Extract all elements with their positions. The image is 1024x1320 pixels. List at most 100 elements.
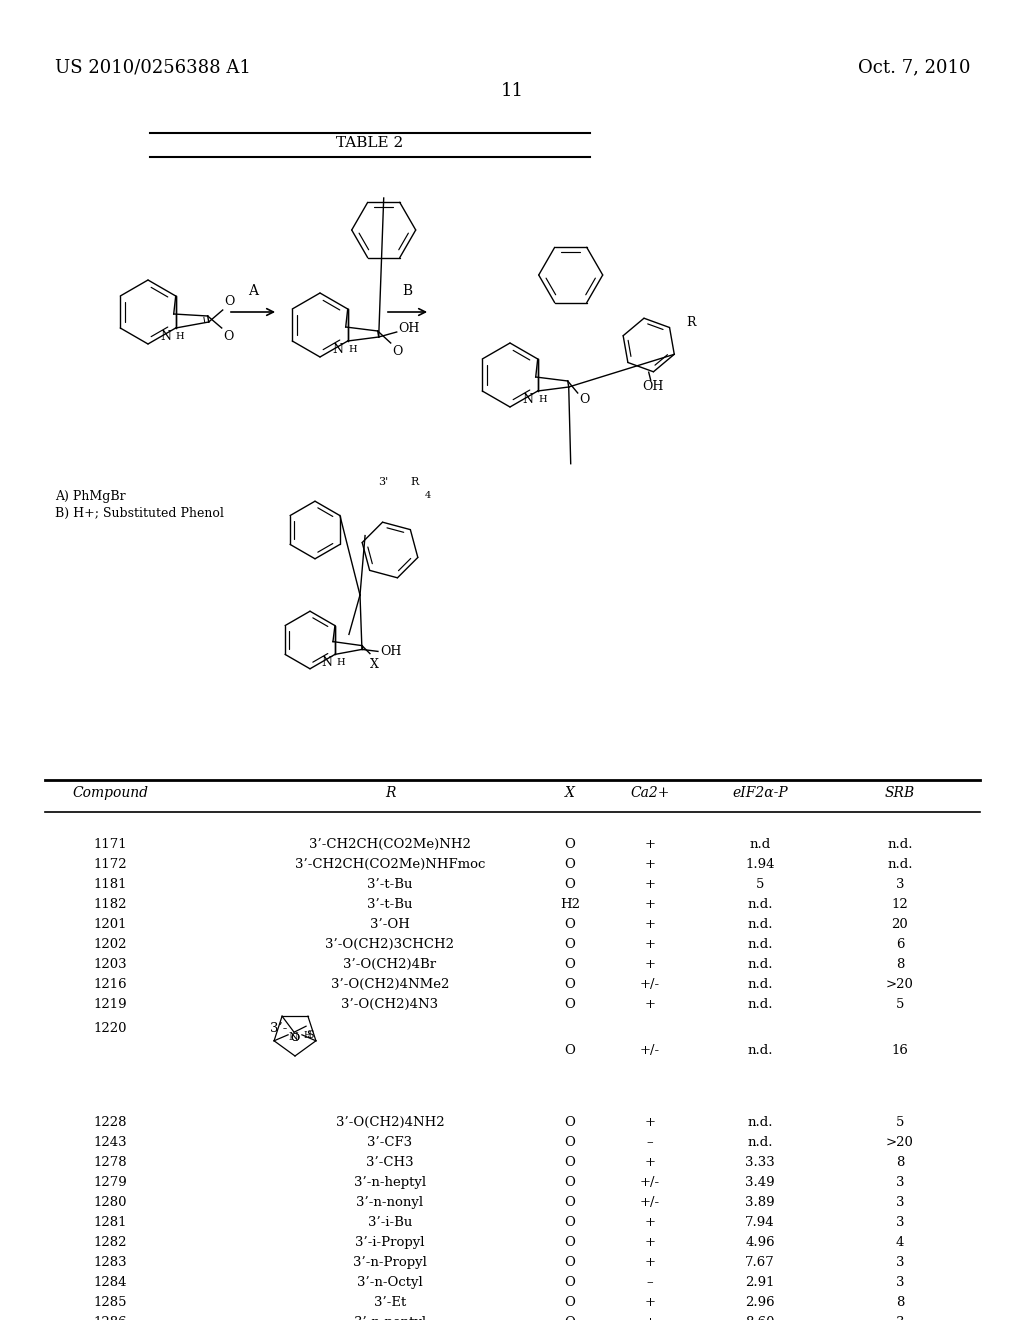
- Text: H: H: [539, 395, 547, 404]
- Text: O: O: [564, 1196, 575, 1209]
- Text: 3: 3: [896, 878, 904, 891]
- Text: 1228: 1228: [93, 1115, 127, 1129]
- Text: n.d.: n.d.: [748, 939, 773, 950]
- Text: X: X: [370, 657, 379, 671]
- Text: 3’-: 3’-: [270, 1022, 288, 1035]
- Text: US 2010/0256388 A1: US 2010/0256388 A1: [55, 58, 251, 77]
- Text: N: N: [522, 393, 534, 407]
- Text: O: O: [564, 998, 575, 1011]
- Text: B) H+; Substituted Phenol: B) H+; Substituted Phenol: [55, 507, 224, 520]
- Text: 1280: 1280: [93, 1196, 127, 1209]
- Text: 20: 20: [892, 917, 908, 931]
- Text: 1286: 1286: [93, 1316, 127, 1320]
- Text: N: N: [160, 330, 171, 343]
- Text: 4: 4: [896, 1236, 904, 1249]
- Text: +: +: [644, 858, 655, 871]
- Text: O: O: [564, 858, 575, 871]
- Text: 3: 3: [896, 1316, 904, 1320]
- Text: 3’-CH2CH(CO2Me)NHFmoc: 3’-CH2CH(CO2Me)NHFmoc: [295, 858, 485, 871]
- Text: 1172: 1172: [93, 858, 127, 871]
- Text: +: +: [644, 917, 655, 931]
- Text: 1182: 1182: [93, 898, 127, 911]
- Text: n.d.: n.d.: [748, 978, 773, 991]
- Text: 3’-O(CH2)4N3: 3’-O(CH2)4N3: [341, 998, 438, 1011]
- Text: O: O: [564, 939, 575, 950]
- Text: 1284: 1284: [93, 1276, 127, 1290]
- Text: OH: OH: [642, 380, 664, 393]
- Text: A: A: [248, 284, 258, 298]
- Text: H: H: [303, 1031, 311, 1040]
- Text: O: O: [580, 393, 590, 407]
- Text: 1243: 1243: [93, 1137, 127, 1148]
- Text: O: O: [564, 978, 575, 991]
- Text: O: O: [393, 345, 403, 358]
- Text: 3’-O(CH2)4NMe2: 3’-O(CH2)4NMe2: [331, 978, 450, 991]
- Text: 3’-n-heptyl: 3’-n-heptyl: [354, 1176, 426, 1189]
- Text: 3': 3': [378, 477, 388, 487]
- Text: 12: 12: [892, 898, 908, 911]
- Text: n.d.: n.d.: [887, 838, 912, 851]
- Text: 1282: 1282: [93, 1236, 127, 1249]
- Text: 3: 3: [896, 1176, 904, 1189]
- Text: +: +: [644, 1296, 655, 1309]
- Text: 6: 6: [896, 939, 904, 950]
- Text: 16: 16: [892, 1044, 908, 1057]
- Text: +/-: +/-: [640, 1044, 660, 1057]
- Text: 3’-Et: 3’-Et: [374, 1296, 407, 1309]
- Text: 3: 3: [896, 1257, 904, 1269]
- Text: +: +: [644, 898, 655, 911]
- Text: H: H: [348, 345, 357, 354]
- Text: 3’-n-pentyl: 3’-n-pentyl: [354, 1316, 426, 1320]
- Text: +: +: [644, 998, 655, 1011]
- Text: +: +: [644, 1156, 655, 1170]
- Text: OH: OH: [380, 645, 401, 657]
- Text: +: +: [644, 939, 655, 950]
- Text: n.d.: n.d.: [748, 1044, 773, 1057]
- Text: +: +: [644, 1115, 655, 1129]
- Text: O: O: [564, 1236, 575, 1249]
- Text: n.d.: n.d.: [748, 998, 773, 1011]
- Text: 1171: 1171: [93, 838, 127, 851]
- Text: 1283: 1283: [93, 1257, 127, 1269]
- Text: 3.89: 3.89: [745, 1196, 775, 1209]
- Text: eIF2α-P: eIF2α-P: [732, 785, 787, 800]
- Text: 3’-CH3: 3’-CH3: [367, 1156, 414, 1170]
- Text: 8.60: 8.60: [745, 1316, 775, 1320]
- Text: SRB: SRB: [885, 785, 915, 800]
- Text: 8: 8: [896, 958, 904, 972]
- Text: O: O: [564, 1044, 575, 1057]
- Text: +: +: [644, 1316, 655, 1320]
- Text: n.d: n.d: [750, 838, 771, 851]
- Text: S: S: [306, 1030, 313, 1040]
- Text: +: +: [644, 1236, 655, 1249]
- Text: 11: 11: [501, 82, 523, 100]
- Text: 1281: 1281: [93, 1216, 127, 1229]
- Text: –: –: [647, 1276, 653, 1290]
- Text: H2: H2: [560, 898, 580, 911]
- Text: A) PhMgBr: A) PhMgBr: [55, 490, 126, 503]
- Text: 3.33: 3.33: [745, 1156, 775, 1170]
- Text: 3’-O(CH2)4Br: 3’-O(CH2)4Br: [343, 958, 436, 972]
- Text: O: O: [290, 1032, 299, 1043]
- Text: >20: >20: [886, 978, 914, 991]
- Text: 1203: 1203: [93, 958, 127, 972]
- Text: O: O: [564, 1176, 575, 1189]
- Text: 7.67: 7.67: [745, 1257, 775, 1269]
- Text: –: –: [647, 1137, 653, 1148]
- Text: +: +: [644, 878, 655, 891]
- Text: 8: 8: [896, 1156, 904, 1170]
- Text: 3: 3: [896, 1196, 904, 1209]
- Text: 3’-i-Bu: 3’-i-Bu: [368, 1216, 413, 1229]
- Text: +/-: +/-: [640, 1176, 660, 1189]
- Text: 1220: 1220: [93, 1022, 127, 1035]
- Text: +/-: +/-: [640, 1196, 660, 1209]
- Text: n.d.: n.d.: [748, 958, 773, 972]
- Text: O: O: [291, 1032, 300, 1043]
- Text: 1202: 1202: [93, 939, 127, 950]
- Text: N: N: [332, 343, 343, 356]
- Text: 1201: 1201: [93, 917, 127, 931]
- Text: O: O: [564, 1257, 575, 1269]
- Text: 5: 5: [896, 998, 904, 1011]
- Text: O: O: [564, 1276, 575, 1290]
- Text: 3’-O(CH2)4NH2: 3’-O(CH2)4NH2: [336, 1115, 444, 1129]
